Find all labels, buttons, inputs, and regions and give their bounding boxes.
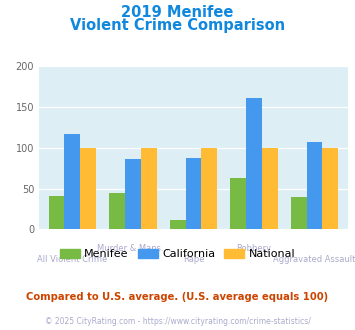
Text: All Violent Crime: All Violent Crime xyxy=(37,255,108,264)
Legend: Menifee, California, National: Menifee, California, National xyxy=(55,244,300,263)
Bar xyxy=(291,197,307,229)
Bar xyxy=(109,193,125,229)
Text: © 2025 CityRating.com - https://www.cityrating.com/crime-statistics/: © 2025 CityRating.com - https://www.city… xyxy=(45,317,310,326)
Text: Compared to U.S. average. (U.S. average equals 100): Compared to U.S. average. (U.S. average … xyxy=(26,292,329,302)
Text: Rape: Rape xyxy=(183,255,204,264)
Bar xyxy=(141,148,157,229)
Text: 2019 Menifee: 2019 Menifee xyxy=(121,5,234,20)
Bar xyxy=(49,196,65,229)
Bar xyxy=(246,98,262,229)
Bar xyxy=(230,178,246,229)
Text: Murder & Mans...: Murder & Mans... xyxy=(97,244,169,253)
Bar xyxy=(322,148,338,229)
Bar xyxy=(80,148,96,229)
Bar xyxy=(262,148,278,229)
Bar xyxy=(186,158,201,229)
Bar xyxy=(170,220,186,229)
Bar xyxy=(201,148,217,229)
Bar xyxy=(125,159,141,229)
Text: Violent Crime Comparison: Violent Crime Comparison xyxy=(70,18,285,33)
Text: Robbery: Robbery xyxy=(236,244,272,253)
Bar xyxy=(307,142,322,229)
Text: Aggravated Assault: Aggravated Assault xyxy=(273,255,355,264)
Bar xyxy=(65,134,80,229)
